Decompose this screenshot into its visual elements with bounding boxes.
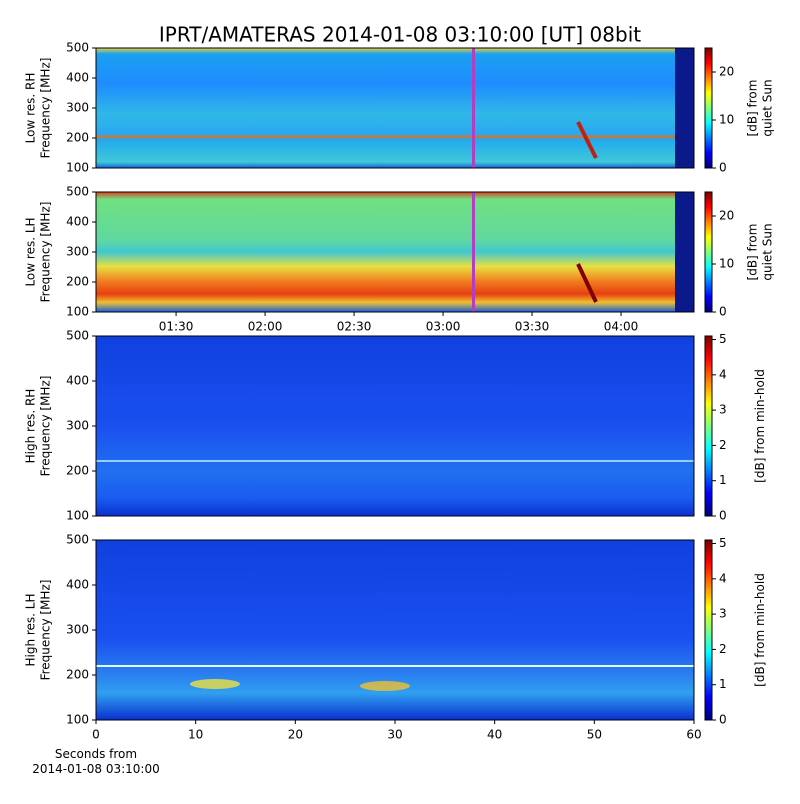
colorbar-label-line: [dB] from — [745, 224, 759, 281]
figure-title: IPRT/AMATERAS 2014-01-08 03:10:00 [UT] 0… — [159, 23, 641, 47]
y-tick-label: 500 — [66, 185, 89, 199]
x-tick-label: 02:00 — [248, 320, 283, 334]
y-tick-label: 300 — [66, 419, 89, 433]
colorbar-tick-label: 4 — [719, 367, 727, 381]
y-tick-label: 500 — [66, 329, 89, 343]
colorbar — [704, 335, 713, 517]
y-axis-label-line: Low res. RH — [23, 73, 37, 144]
x-axis-label: Seconds from 2014-01-08 03:10:00 — [32, 747, 159, 776]
colorbar-label: [dB] from min-hold — [753, 573, 767, 687]
colorbar-label-line: quiet Sun — [760, 79, 774, 136]
x-tick-label: 03:00 — [426, 320, 461, 334]
colorbar-tick-label: 2 — [719, 642, 727, 656]
x-tick-label: 02:30 — [337, 320, 372, 334]
y-axis-label: Low res. LHFrequency [MHz] — [23, 202, 52, 303]
x-tick-label: 10 — [188, 728, 203, 742]
colorbar-tick-label: 1 — [719, 677, 727, 691]
colorbar-tick-label: 5 — [719, 536, 727, 550]
colorbar-tick-label: 3 — [719, 403, 727, 417]
y-axis-label: High res. LHFrequency [MHz] — [23, 580, 52, 681]
y-tick-label: 100 — [66, 713, 89, 727]
x-tick-label: 0 — [92, 728, 100, 742]
y-tick-label: 400 — [66, 215, 89, 229]
y-tick-label: 100 — [66, 305, 89, 319]
x-tick-label: 50 — [587, 728, 602, 742]
y-tick-label: 300 — [66, 623, 89, 637]
x-tick-label: 04:00 — [604, 320, 639, 334]
y-tick-label: 100 — [66, 161, 89, 175]
y-tick-label: 200 — [66, 464, 89, 478]
y-axis-label-line: Frequency [MHz] — [38, 376, 52, 477]
y-tick-label: 500 — [66, 533, 89, 547]
y-tick-label: 500 — [66, 41, 89, 55]
colorbar-tick-label: 20 — [719, 65, 734, 79]
y-axis-label-line: Frequency [MHz] — [38, 202, 52, 303]
colorbar-label: [dB] fromquiet Sun — [745, 79, 774, 136]
y-tick-label: 100 — [66, 509, 89, 523]
colorbar — [704, 191, 713, 313]
colorbar-tick-label: 0 — [719, 161, 727, 175]
colorbar-label: [dB] from min-hold — [753, 369, 767, 483]
colorbar-label-line: [dB] from min-hold — [753, 573, 767, 687]
y-axis-label: High res. RHFrequency [MHz] — [23, 376, 52, 477]
colorbar-label-line: [dB] from — [745, 80, 759, 137]
colorbar-tick-label: 0 — [719, 509, 727, 523]
colorbar-tick-label: 3 — [719, 607, 727, 621]
y-axis-label-line: Frequency [MHz] — [38, 58, 52, 159]
colorbar — [704, 539, 713, 721]
y-axis-label-line: High res. RH — [23, 389, 37, 464]
y-axis-label: Low res. RHFrequency [MHz] — [23, 58, 52, 159]
colorbar-tick-label: 5 — [719, 332, 727, 346]
x-tick-label: 01:30 — [159, 320, 194, 334]
colorbar-tick-label: 0 — [719, 713, 727, 727]
colorbar-tick-label: 1 — [719, 473, 727, 487]
y-tick-label: 400 — [66, 374, 89, 388]
x-tick-label: 20 — [288, 728, 303, 742]
x-tick-label: 40 — [487, 728, 502, 742]
colorbar — [704, 47, 713, 169]
y-tick-label: 400 — [66, 71, 89, 85]
colorbar-label-line: [dB] from min-hold — [753, 369, 767, 483]
y-axis-label-line: Frequency [MHz] — [38, 580, 52, 681]
colorbar-label: [dB] fromquiet Sun — [745, 223, 774, 280]
y-tick-label: 200 — [66, 668, 89, 682]
spectrogram-texture — [96, 48, 694, 720]
colorbar-tick-label: 10 — [719, 257, 734, 271]
colorbar-tick-label: 0 — [719, 305, 727, 319]
y-axis-label-line: High res. LH — [23, 593, 37, 666]
colorbar-tick-label: 20 — [719, 209, 734, 223]
colorbar-tick-label: 2 — [719, 438, 727, 452]
x-axis-label-line: Seconds from — [55, 747, 137, 761]
y-tick-label: 200 — [66, 275, 89, 289]
x-axis-label-line: 2014-01-08 03:10:00 — [32, 762, 159, 776]
x-tick-label: 60 — [686, 728, 701, 742]
y-tick-label: 300 — [66, 245, 89, 259]
y-tick-label: 300 — [66, 101, 89, 115]
y-tick-label: 200 — [66, 131, 89, 145]
x-tick-label: 30 — [387, 728, 402, 742]
y-tick-label: 400 — [66, 578, 89, 592]
colorbar-tick-label: 4 — [719, 571, 727, 585]
x-tick-label: 03:30 — [515, 320, 550, 334]
y-axis-label-line: Low res. LH — [23, 217, 37, 286]
colorbar-tick-label: 10 — [719, 113, 734, 127]
colorbar-label-line: quiet Sun — [760, 223, 774, 280]
